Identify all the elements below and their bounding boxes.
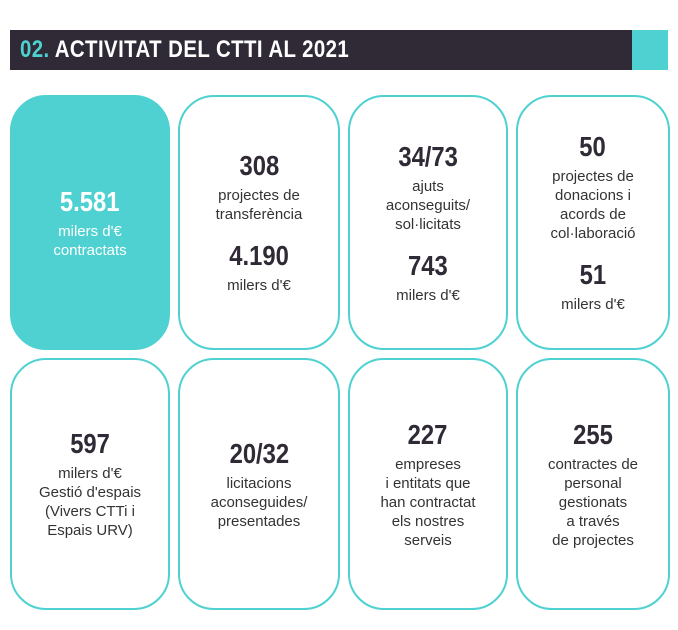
stat-label: han contractat [380, 493, 476, 511]
stat-label: personal [564, 474, 622, 492]
stat-label: contractes de [547, 455, 639, 473]
stat-label: de projectes [552, 531, 634, 549]
stat-label: milers d'€ [561, 296, 625, 313]
stat-label: serveis [404, 531, 452, 549]
stat-block: 51 milers d'€ [561, 259, 625, 314]
stat-card: 597 milers d'€ Gestió d'espais (Vivers CTTi… [10, 358, 170, 610]
stat-block: 255 contractes de personal gestionats a trav… [548, 419, 638, 550]
stat-block: 50 projectes de donacions i acords de col·la… [550, 131, 635, 243]
stat-card: 5.581 milers d'€ contractats [10, 95, 170, 350]
stat-number: 34/73 [398, 140, 458, 172]
stat-label: aconseguits/ [385, 196, 471, 214]
section-title: ACTIVITAT DEL CTTI AL 2021 [54, 36, 350, 63]
stat-label: gestionats [558, 493, 628, 511]
stat-number: 597 [70, 428, 110, 459]
stat-label: projectes de [552, 168, 634, 185]
stat-label: milers d'€ [396, 286, 460, 304]
stat-label: licitacions [226, 474, 292, 492]
stat-number: 51 [579, 259, 607, 290]
stat-block: 4.190 milers d'€ [224, 240, 294, 295]
stat-number: 50 [579, 131, 607, 162]
stat-card: 255 contractes de personal gestionats a trav… [516, 358, 670, 610]
stat-label: presentades [217, 512, 301, 530]
stat-label: i entitats que [385, 474, 471, 492]
stat-label: projectes de [218, 187, 300, 204]
stat-block: 5.581 milers d'€ contractats [53, 186, 126, 260]
stat-block: 227 empreses i entitats que han contractat e… [380, 419, 475, 550]
header-accent [632, 30, 668, 70]
stat-label: milers d'€ [58, 465, 122, 482]
stat-card: 50 projectes de donacions i acords de col·la… [516, 95, 670, 350]
stat-card: 34/73 ajuts aconseguits/sol·licitats 743 mil… [348, 95, 508, 350]
stat-number: 5.581 [60, 185, 120, 217]
stat-number: 308 [239, 150, 279, 181]
stat-card: 20/32 licitacions aconseguides/presentades [178, 358, 340, 610]
stat-label: acords de [560, 206, 626, 223]
stat-block: 20/32 licitacions aconseguides/presentades [211, 438, 308, 531]
stat-label: donacions i [555, 187, 631, 204]
stat-label: contractats [53, 241, 127, 259]
stat-card: 308 projectes de transferència 4.190 milers … [178, 95, 340, 350]
stat-number: 255 [573, 418, 613, 450]
stat-number: 227 [408, 418, 448, 450]
stat-label: els nostres [391, 512, 465, 530]
stat-label: a través [566, 512, 620, 530]
stat-label: aconseguides/ [210, 493, 308, 511]
header-bar: 02. ACTIVITAT DEL CTTI AL 2021 [10, 30, 668, 70]
stat-label: milers d'€ [58, 222, 122, 240]
stat-number: 4.190 [229, 240, 289, 271]
stat-label: Espais URV) [47, 522, 133, 539]
stat-block: 34/73 ajuts aconseguits/sol·licitats [386, 141, 470, 234]
stat-block: 308 projectes de transferència [216, 150, 303, 224]
stat-block: 743 milers d'€ [396, 250, 460, 305]
stat-label: col·laboració [550, 225, 636, 242]
stat-label: milers d'€ [227, 277, 291, 294]
stat-number: 743 [408, 249, 448, 281]
stat-label: Gestió d'espais [38, 484, 142, 501]
card-grid: 5.581 milers d'€ contractats 308 projectes d… [10, 95, 670, 610]
header-title: 02. ACTIVITAT DEL CTTI AL 2021 [20, 30, 349, 70]
stat-card: 227 empreses i entitats que han contractat e… [348, 358, 508, 610]
stat-label: empreses [395, 455, 461, 473]
stat-number: 20/32 [229, 437, 289, 469]
section-number: 02. [20, 36, 50, 63]
stat-block: 597 milers d'€ Gestió d'espais (Vivers CTTi… [39, 428, 141, 540]
stat-label: sol·licitats [395, 215, 461, 233]
stat-label: transferència [215, 206, 303, 223]
stat-label: (Vivers CTTi i [45, 503, 135, 520]
stat-label: ajuts [412, 177, 444, 195]
